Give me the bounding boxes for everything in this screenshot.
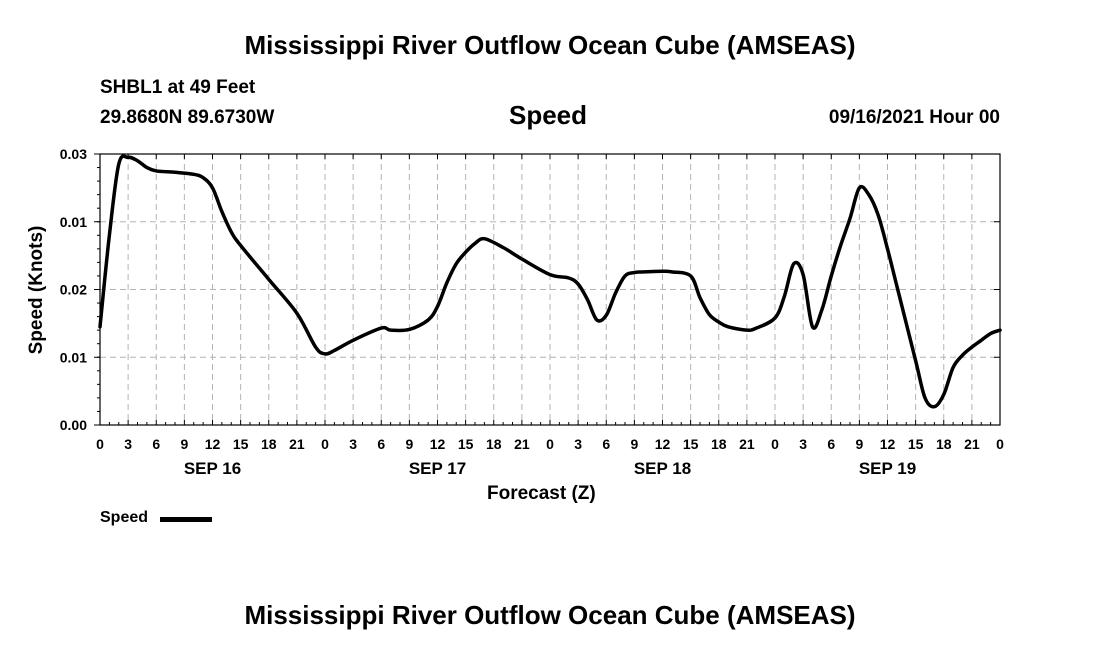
x-tick-label: 6 [377,436,385,452]
x-tick-label: 18 [936,436,952,452]
x-tick-label: 3 [124,436,132,452]
footer-title: Mississippi River Outflow Ocean Cube (AM… [244,600,856,630]
x-tick-label: 6 [827,436,835,452]
x-tick-label: 3 [574,436,582,452]
x-tick-label: 15 [458,436,474,452]
label-layer: 0 3 6 9 12 15 18 21 0 3 6 9 12 15 18 21 0 3 6 9 12 15 18 21 0 3 6 9… [60,146,1004,478]
x-tick-label: 6 [152,436,160,452]
x-tick-label: 0 [321,436,329,452]
x-tick-label: 3 [799,436,807,452]
plot-frame [99,153,1001,426]
y-tick-label: 0.02 [60,282,87,298]
x-tick-label: 12 [655,436,671,452]
x-tick-label: 9 [180,436,188,452]
chart-subtitle: Speed [509,100,588,130]
day-label: SEP 19 [859,459,916,478]
x-tick-label: 21 [964,436,980,452]
timestamp-label: 09/16/2021 Hour 00 [828,107,1000,128]
day-label: SEP 18 [634,459,691,478]
x-tick-label: 21 [514,436,530,452]
x-tick-label: 6 [602,436,610,452]
y-tick-label: 0.01 [60,349,87,365]
day-label: SEP 16 [184,459,241,478]
x-tick-label: 9 [405,436,413,452]
x-tick-label: 21 [289,436,305,452]
x-tick-label: 0 [96,436,104,452]
chart-main-title: Mississippi River Outflow Ocean Cube (AM… [244,30,856,60]
x-tick-label: 15 [683,436,699,452]
location-label: 29.8680N 89.6730W [100,107,275,128]
x-axis-title: Forecast (Z) [487,483,596,504]
station-label: SHBL1 at 49 Feet [100,77,256,98]
legend-swatch [160,517,212,522]
x-tick-label: 3 [349,436,357,452]
x-tick-label: 18 [711,436,727,452]
series-line-speed [98,154,1002,409]
y-tick-label: 0.00 [60,417,87,433]
x-tick-label: 12 [430,436,446,452]
x-tick-label: 0 [771,436,779,452]
legend-label: Speed [100,509,149,526]
y-axis-title: Speed (Knots) [26,225,47,355]
x-tick-label: 9 [855,436,863,452]
x-tick-label: 15 [908,436,924,452]
x-tick-label: 18 [486,436,502,452]
x-tick-label: 12 [880,436,896,452]
grid-layer [100,154,1000,425]
x-tick-label: 18 [261,436,277,452]
x-tick-label: 9 [630,436,638,452]
x-tick-label: 0 [546,436,554,452]
x-tick-label: 0 [996,436,1004,452]
x-tick-label: 21 [739,436,755,452]
x-tick-label: 15 [233,436,249,452]
y-tick-label: 0.01 [60,214,87,230]
y-tick-label: 0.03 [60,146,87,162]
series-layer [98,154,1002,409]
day-label: SEP 17 [409,459,466,478]
x-tick-label: 12 [205,436,221,452]
